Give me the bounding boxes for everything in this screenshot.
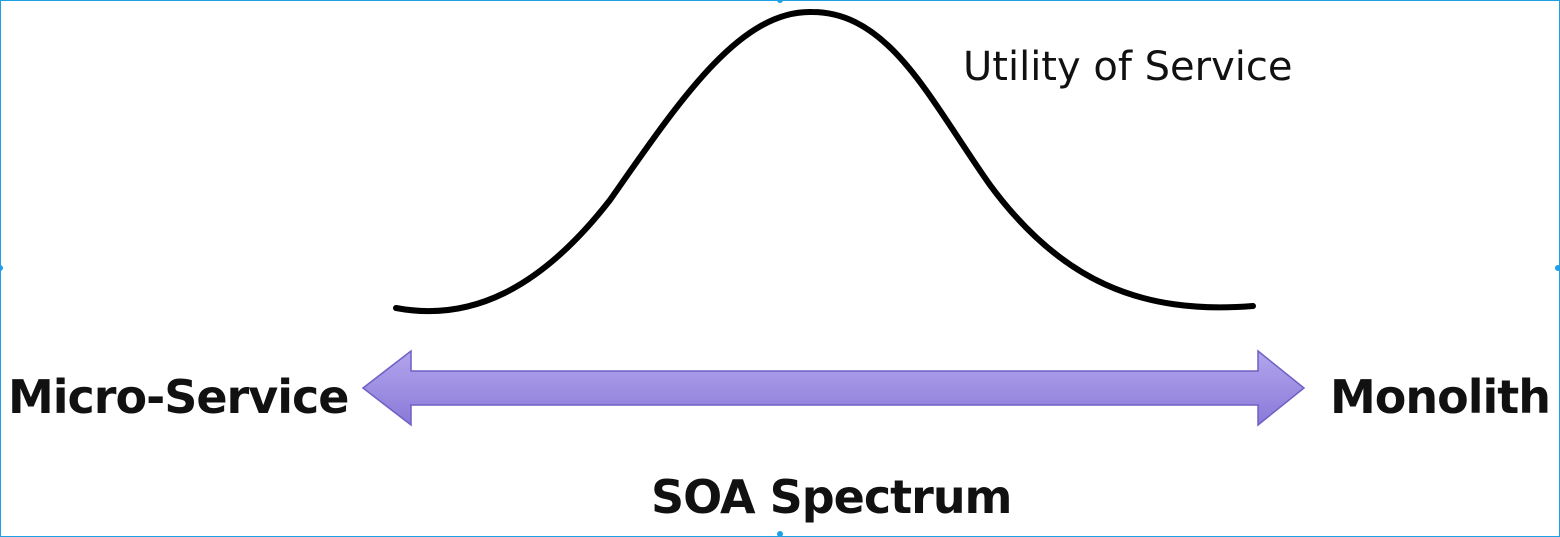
resize-handle-left[interactable]: [0, 265, 3, 271]
right-end-label: Monolith: [1330, 370, 1551, 424]
resize-handle-right[interactable]: [1555, 265, 1560, 271]
curve-label: Utility of Service: [963, 44, 1293, 90]
resize-handle-top[interactable]: [777, 0, 783, 3]
axis-label: SOA Spectrum: [651, 470, 1012, 524]
left-end-label: Micro-Service: [8, 370, 349, 424]
resize-handle-bottom[interactable]: [777, 531, 783, 537]
utility-curve: [393, 8, 1256, 315]
spectrum-double-arrow: [361, 349, 1306, 427]
